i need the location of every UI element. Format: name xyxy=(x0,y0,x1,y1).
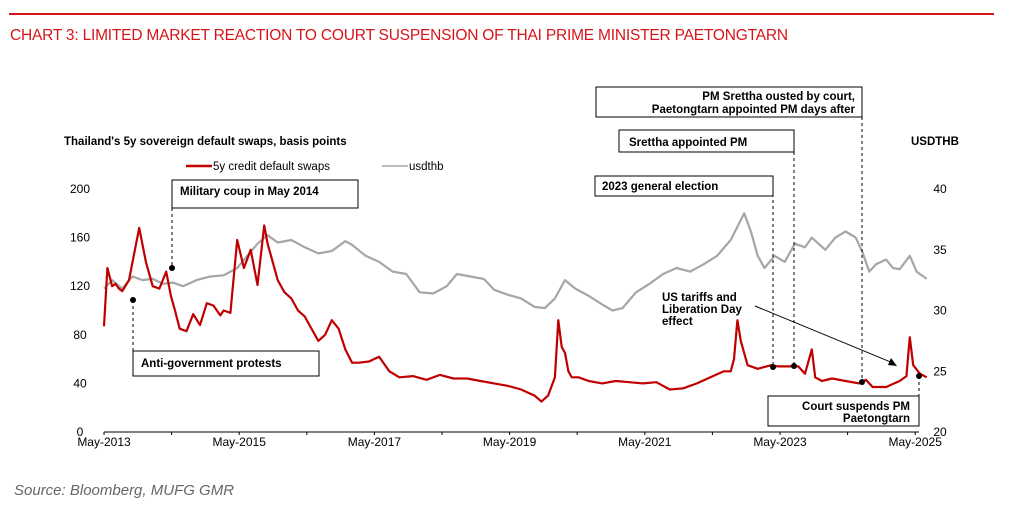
y2-tick-label: 40 xyxy=(933,182,947,196)
chart-title: CHART 3: LIMITED MARKET REACTION TO COUR… xyxy=(10,27,788,44)
y-tick-label: 200 xyxy=(70,182,90,196)
source-note: Source: Bloomberg, MUFG GMR xyxy=(14,482,235,499)
legend: 5y credit default swaps usdthb xyxy=(186,161,444,173)
annotation-dot-protests xyxy=(130,297,136,303)
annotation-text-coup: Military coup in May 2014 xyxy=(180,186,319,198)
annotation-box-ousted xyxy=(595,86,863,118)
annotation-text-ousted-line2: Paetongtarn appointed PM days after xyxy=(652,104,856,116)
annotation-dot-election xyxy=(770,364,776,370)
x-tick-label: May-2023 xyxy=(753,435,807,449)
annotation-text-protests: Anti-government protests xyxy=(141,358,282,370)
annotation-dot-court xyxy=(916,373,922,379)
annotation-box-coup xyxy=(171,179,359,209)
annotation-text-tariffs-line1: US tariffs and xyxy=(662,292,737,304)
annotation-box-srettha xyxy=(618,129,795,153)
annotation-text-tariffs-line2: Liberation Day xyxy=(662,304,742,316)
y2-tick-label: 35 xyxy=(933,243,947,257)
annotations-group: Military coup in May 2014 Anti-government… xyxy=(130,86,922,427)
y-tick-label: 160 xyxy=(70,231,90,245)
annotation-arrowhead-tariffs xyxy=(888,358,897,366)
annotation-text-srettha: Srettha appointed PM xyxy=(629,137,747,149)
annotation-text-election: 2023 general election xyxy=(602,181,718,193)
axes: May-2013 May-2015 May-2017 May-2019 May-2021… xyxy=(70,182,947,449)
annotation-text-ousted-line1: PM Srettha ousted by court, xyxy=(702,91,855,103)
y2-tick-label: 20 xyxy=(933,425,947,439)
annotation-arrow-tariffs xyxy=(754,305,894,364)
y2-axis-title: USDTHB xyxy=(911,136,959,148)
series-group xyxy=(102,212,928,403)
annotation-box-court xyxy=(767,395,920,427)
annotation-text-court-line2: Paetongtarn xyxy=(843,413,910,425)
x-tick-label: May-2025 xyxy=(889,435,943,449)
legend-label-usdthb: usdthb xyxy=(409,161,444,173)
header-rule xyxy=(9,13,994,15)
x-tick-label: May-2019 xyxy=(483,435,537,449)
y2-tick-label: 30 xyxy=(933,304,947,318)
annotation-dot-coup xyxy=(169,265,175,271)
y-axis-title: Thailand's 5y sovereign default swaps, b… xyxy=(64,136,347,148)
annotation-box-protests xyxy=(132,350,320,377)
annotation-box-election xyxy=(594,175,774,197)
annotation-dot-ousted xyxy=(859,379,865,385)
annotation-text-tariffs-line3: effect xyxy=(662,316,693,328)
y-tick-label: 80 xyxy=(73,328,87,342)
x-tick-label: May-2017 xyxy=(348,435,402,449)
legend-label-cds: 5y credit default swaps xyxy=(213,161,330,173)
annotation-dot-srettha xyxy=(791,363,797,369)
x-tick-label: May-2021 xyxy=(618,435,672,449)
series-line-usdthb xyxy=(103,212,928,312)
annotation-text-court-line1: Court suspends PM xyxy=(802,401,910,413)
x-tick-label: May-2015 xyxy=(213,435,267,449)
y-tick-label: 0 xyxy=(77,425,84,439)
y2-tick-label: 25 xyxy=(933,364,947,378)
y-tick-label: 40 xyxy=(73,376,87,390)
y-tick-label: 120 xyxy=(70,279,90,293)
x-tick-label: May-2013 xyxy=(77,435,131,449)
